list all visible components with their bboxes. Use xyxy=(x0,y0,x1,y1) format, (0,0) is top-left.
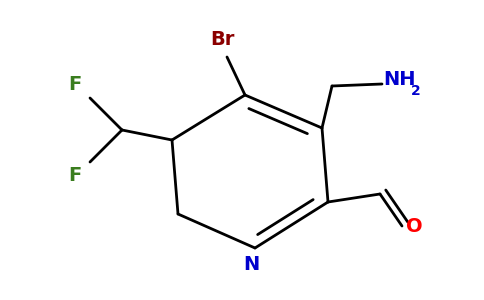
Text: O: O xyxy=(406,217,423,236)
Text: Br: Br xyxy=(210,30,234,49)
Text: F: F xyxy=(69,75,82,94)
Text: F: F xyxy=(69,166,82,185)
Text: 2: 2 xyxy=(410,84,420,98)
Text: NH: NH xyxy=(383,70,415,89)
Text: N: N xyxy=(243,255,259,274)
